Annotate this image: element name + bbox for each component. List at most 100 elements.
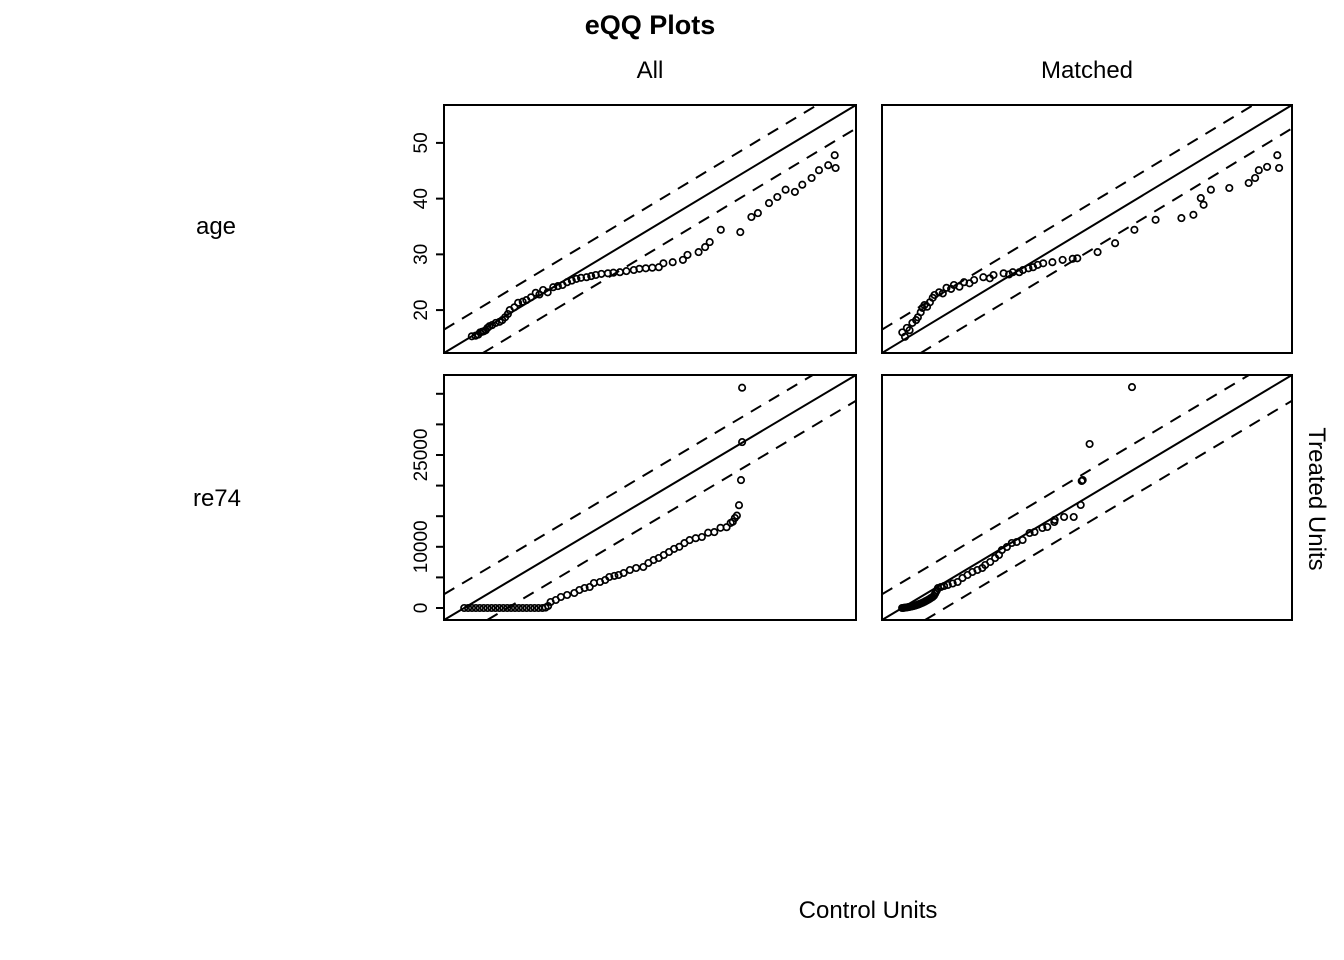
- data-point: [989, 270, 998, 280]
- data-point: [1048, 258, 1057, 267]
- data-point: [824, 161, 833, 170]
- data-point: [1038, 523, 1047, 533]
- data-point: [970, 275, 979, 285]
- data-point: [953, 577, 962, 587]
- data-point: [495, 603, 504, 613]
- data-point: [935, 288, 944, 297]
- data-point: [549, 283, 558, 292]
- data-point: [722, 523, 731, 532]
- panel-age-all: 20 30 40 50: [411, 104, 857, 354]
- data-point: [507, 603, 516, 613]
- data-point: [790, 187, 799, 196]
- y-tick-label: 25000: [411, 429, 432, 482]
- data-point: [1076, 500, 1085, 510]
- panel-border: [881, 374, 1293, 621]
- data-point: [738, 438, 747, 447]
- lower-band-line: [482, 127, 857, 354]
- data-point: [522, 603, 531, 613]
- panel-border: [443, 374, 857, 621]
- data-point: [471, 603, 480, 613]
- data-point: [753, 209, 762, 218]
- data-point: [582, 273, 591, 282]
- column-header-all: All: [636, 57, 664, 84]
- data-point: [530, 603, 539, 613]
- data-point: [526, 603, 535, 613]
- y-axis-label: Treated Units: [1303, 427, 1330, 571]
- data-point: [543, 288, 552, 297]
- column-header-matched: Matched: [1040, 57, 1134, 84]
- data-point: [563, 278, 572, 287]
- upper-band-line: [443, 374, 814, 596]
- lower-band-line: [924, 399, 1293, 621]
- panel-border: [443, 104, 857, 354]
- data-point: [491, 318, 500, 327]
- upper-band-line: [443, 104, 818, 331]
- panel-re74-matched: [881, 374, 1293, 621]
- data-point: [764, 199, 774, 208]
- data-point: [1151, 215, 1160, 224]
- data-point: [1263, 162, 1272, 171]
- data-point: [1058, 255, 1067, 264]
- data-point: [1177, 214, 1186, 223]
- data-point: [641, 264, 650, 273]
- panel-border: [881, 104, 1293, 354]
- data-point: [916, 308, 925, 317]
- panel-re74-all: 0 10000 25000: [411, 374, 857, 621]
- x-axis-label: Control Units: [798, 897, 938, 924]
- data-point: [678, 255, 687, 264]
- data-point: [1251, 173, 1260, 183]
- data-point: [1085, 439, 1094, 449]
- data-point: [736, 228, 745, 237]
- data-point: [668, 258, 677, 267]
- data-point: [830, 151, 839, 160]
- data-point: [938, 289, 947, 298]
- data-point: [1199, 200, 1208, 209]
- data-point: [798, 180, 807, 189]
- data-point: [1127, 383, 1137, 392]
- data-point: [738, 383, 747, 392]
- data-point: [734, 501, 744, 510]
- data-point: [1024, 264, 1033, 273]
- data-point: [518, 603, 527, 613]
- data-point: [1111, 239, 1120, 248]
- data-point: [503, 603, 512, 613]
- data-point: [553, 282, 562, 291]
- data-point: [1050, 515, 1059, 524]
- data-point: [563, 590, 572, 600]
- data-point: [580, 583, 589, 593]
- data-point: [1196, 194, 1205, 203]
- data-point: [979, 273, 988, 282]
- data-point: [955, 282, 964, 291]
- data-point: [747, 212, 756, 222]
- data-point: [483, 603, 492, 613]
- data-point: [694, 248, 703, 257]
- data-point: [1018, 535, 1027, 545]
- data-point: [654, 263, 663, 272]
- data-point: [986, 557, 995, 567]
- panel-age-matched: [881, 104, 1293, 354]
- data-point: [475, 603, 484, 613]
- data-point: [900, 332, 910, 341]
- data-point: [807, 173, 816, 183]
- figure-title: eQQ Plots: [584, 10, 716, 40]
- data-point: [1244, 178, 1253, 188]
- identity-line: [881, 104, 1293, 354]
- y-tick-label: 40: [411, 188, 432, 209]
- data-point: [948, 579, 957, 588]
- data-point: [1025, 528, 1034, 538]
- data-point: [1254, 166, 1263, 175]
- data-point: [814, 166, 824, 175]
- data-point: [1273, 151, 1282, 160]
- data-point: [467, 603, 477, 613]
- data-point: [499, 603, 508, 613]
- data-point: [940, 581, 949, 591]
- identity-line: [443, 374, 857, 621]
- data-point: [464, 603, 473, 613]
- data-point: [675, 542, 684, 551]
- upper-band-line: [881, 374, 1250, 596]
- data-point: [1073, 254, 1082, 263]
- data-point: [514, 298, 523, 307]
- data-point: [487, 603, 496, 613]
